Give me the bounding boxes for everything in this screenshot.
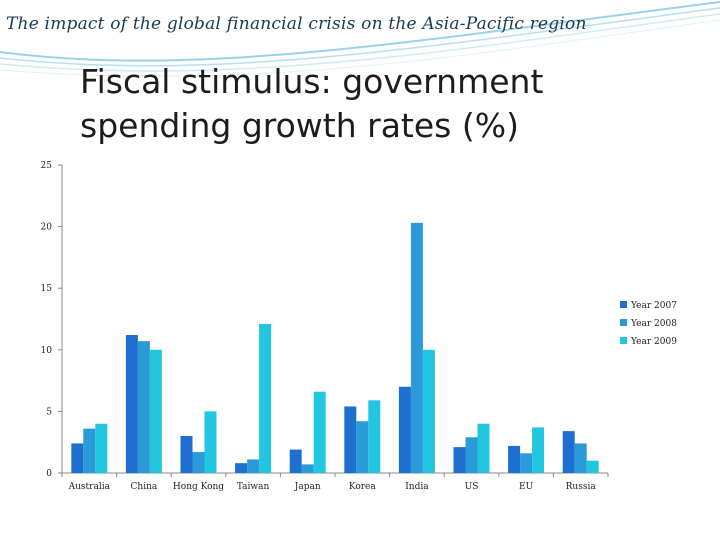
header-title: The impact of the global financial crisi… [6,14,587,34]
legend-label: Year 2008 [630,319,677,329]
bar [465,437,478,473]
y-tick-label: 10 [41,346,53,356]
x-tick-label: US [465,482,479,492]
bar [83,428,96,473]
legend-swatch [620,319,627,326]
legend-swatch [620,301,627,308]
bar [313,391,326,473]
bar [344,406,357,473]
x-tick-label: Taiwan [237,482,270,492]
bar [125,335,138,473]
bar [71,443,84,473]
y-tick-label: 20 [41,223,53,233]
bar [477,423,490,473]
x-tick-label: China [131,482,158,492]
bar [95,423,108,473]
bar [289,449,302,473]
legend-label: Year 2007 [630,301,677,311]
bar [356,421,369,473]
bar [574,443,587,473]
bar [520,453,533,473]
x-tick-label: EU [519,482,534,492]
y-tick-label: 0 [46,469,52,479]
bar [259,323,272,473]
bar [453,447,466,473]
x-tick-label: Australia [68,482,111,492]
bar [562,431,575,473]
bar [180,436,193,473]
x-tick-label: Russia [566,482,597,492]
bar [247,459,260,473]
bar [422,349,435,473]
bar [508,445,521,473]
y-tick-label: 25 [41,161,53,171]
y-tick-label: 5 [46,407,52,417]
slide-title: Fiscal stimulus: government spending gro… [80,62,544,145]
bar [398,386,411,473]
legend-swatch [620,337,627,344]
bar [532,427,545,473]
legend-label: Year 2009 [630,337,677,347]
x-tick-label: Hong Kong [173,482,224,492]
bar [192,452,205,473]
bar [368,400,381,473]
bar [301,464,314,473]
bar [235,463,248,473]
header-swoosh-decoration [0,1,720,77]
x-tick-label: Korea [349,482,377,492]
x-tick-label: India [405,482,429,492]
bar [410,222,423,473]
x-tick-label: Japan [294,482,321,492]
bar [586,460,599,473]
bar [149,349,162,473]
y-tick-label: 15 [41,284,53,294]
bar [204,411,217,473]
bar [137,341,150,473]
